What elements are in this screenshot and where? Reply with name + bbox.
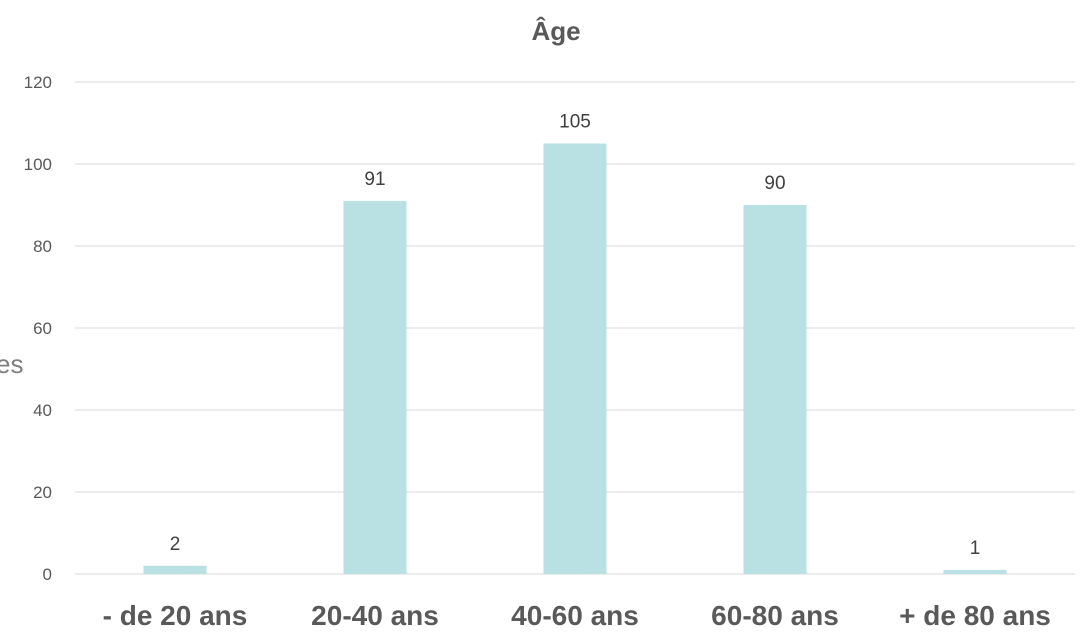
bar bbox=[343, 200, 407, 574]
x-tick-label: 60-80 ans bbox=[711, 600, 839, 631]
partial-cut-off-label: es bbox=[0, 349, 23, 379]
data-label: 105 bbox=[559, 112, 591, 133]
y-tick-label: 20 bbox=[33, 483, 52, 502]
x-tick-label: 40-60 ans bbox=[511, 600, 639, 631]
x-tick-label: 20-40 ans bbox=[311, 600, 439, 631]
data-labels: 2 91 105 90 1 bbox=[170, 112, 981, 559]
bar bbox=[743, 205, 807, 574]
y-tick-label: 100 bbox=[24, 155, 52, 174]
data-label: 91 bbox=[364, 169, 385, 190]
bars bbox=[143, 143, 1007, 574]
data-label: 90 bbox=[764, 173, 785, 194]
y-tick-label: 0 bbox=[43, 565, 52, 584]
y-tick-label: 80 bbox=[33, 237, 52, 256]
data-label: 2 bbox=[170, 534, 181, 555]
y-tick-label: 120 bbox=[24, 73, 52, 92]
y-axis-tick-labels: 0 20 40 60 80 100 120 bbox=[24, 73, 52, 584]
bar bbox=[943, 569, 1007, 574]
chart-title: Âge bbox=[531, 16, 580, 46]
y-tick-label: 40 bbox=[33, 401, 52, 420]
x-axis-tick-labels: - de 20 ans 20-40 ans 40-60 ans 60-80 ans + … bbox=[103, 600, 1051, 631]
bar bbox=[543, 143, 607, 574]
data-label: 1 bbox=[970, 538, 981, 559]
y-tick-label: 60 bbox=[33, 319, 52, 338]
bar bbox=[143, 565, 207, 574]
x-tick-label: - de 20 ans bbox=[103, 600, 248, 631]
x-tick-label: + de 80 ans bbox=[899, 600, 1051, 631]
